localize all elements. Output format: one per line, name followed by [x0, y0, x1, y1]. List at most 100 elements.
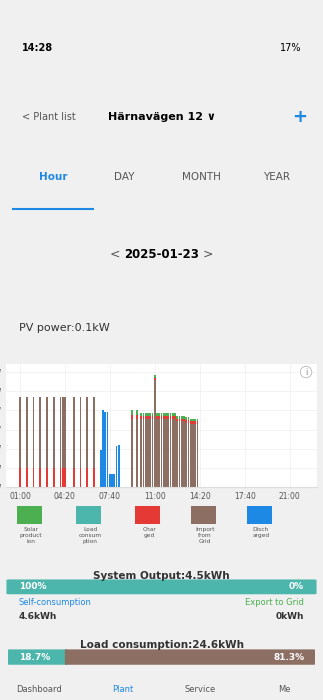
Bar — [131, 414, 133, 419]
Bar — [100, 450, 102, 487]
Text: System Output:4.5kWh: System Output:4.5kWh — [93, 571, 230, 581]
FancyBboxPatch shape — [8, 650, 68, 665]
Bar — [102, 410, 104, 487]
Bar — [179, 421, 180, 487]
Text: Plant: Plant — [112, 685, 133, 694]
Text: < Plant list: < Plant list — [22, 112, 76, 122]
Bar — [174, 416, 176, 419]
Bar — [53, 397, 55, 468]
Bar — [113, 474, 115, 487]
Bar — [163, 416, 165, 419]
Text: 18.7%: 18.7% — [19, 652, 50, 662]
Bar — [194, 424, 196, 487]
Bar — [165, 413, 167, 416]
Bar — [111, 474, 113, 487]
Bar — [156, 413, 158, 416]
Text: +: + — [292, 108, 307, 126]
Bar — [194, 421, 196, 424]
Bar — [141, 419, 142, 487]
Bar — [93, 397, 95, 468]
Bar — [197, 421, 198, 424]
Bar — [194, 419, 196, 421]
FancyBboxPatch shape — [17, 507, 42, 524]
Bar — [192, 421, 194, 424]
Bar — [80, 397, 81, 468]
Bar — [161, 419, 162, 487]
Bar — [197, 419, 198, 421]
Bar — [165, 416, 167, 419]
Bar — [161, 413, 162, 416]
Bar — [73, 397, 75, 468]
Bar — [188, 417, 189, 420]
FancyBboxPatch shape — [76, 507, 101, 524]
Text: 4.6kWh: 4.6kWh — [19, 612, 57, 622]
Bar — [176, 416, 178, 419]
Bar — [151, 413, 153, 416]
Bar — [161, 416, 162, 419]
Text: 17%: 17% — [279, 43, 301, 53]
Bar — [143, 413, 144, 416]
Bar — [26, 397, 27, 468]
Bar — [59, 468, 61, 487]
Text: 81.3%: 81.3% — [273, 652, 304, 662]
Text: 0%: 0% — [289, 582, 304, 592]
FancyBboxPatch shape — [135, 507, 160, 524]
Bar — [33, 397, 34, 468]
Bar — [170, 419, 172, 487]
Bar — [185, 417, 187, 420]
Text: Dashboard: Dashboard — [16, 685, 62, 694]
Text: MONTH: MONTH — [182, 172, 221, 182]
Bar — [163, 419, 165, 487]
Text: <: < — [110, 248, 120, 260]
Bar — [151, 419, 153, 487]
Text: >: > — [203, 248, 213, 260]
Bar — [197, 424, 198, 487]
Bar — [167, 416, 169, 419]
Bar — [109, 474, 111, 487]
Text: Export to Grid: Export to Grid — [245, 598, 304, 607]
Text: 14:28: 14:28 — [22, 43, 53, 53]
Bar — [39, 397, 41, 468]
Bar — [156, 419, 158, 487]
Text: Load
consum
ption: Load consum ption — [78, 527, 102, 544]
Bar — [176, 421, 178, 487]
Bar — [87, 468, 88, 487]
Text: PV power:0.1kW: PV power:0.1kW — [19, 323, 109, 333]
Bar — [150, 419, 151, 487]
Bar — [19, 468, 21, 487]
Bar — [145, 413, 147, 416]
Text: Load consumption:24.6kWh: Load consumption:24.6kWh — [79, 640, 244, 650]
FancyBboxPatch shape — [6, 580, 317, 594]
Bar — [174, 419, 176, 487]
Bar — [158, 419, 160, 487]
Bar — [136, 414, 138, 419]
Bar — [118, 444, 120, 487]
Bar — [141, 413, 142, 416]
Bar — [145, 416, 147, 419]
Bar — [107, 412, 109, 487]
Bar — [136, 419, 138, 487]
Bar — [183, 419, 185, 421]
Bar — [64, 468, 66, 487]
Bar — [172, 413, 173, 416]
Bar — [131, 419, 133, 487]
Bar — [179, 419, 180, 421]
Bar — [172, 419, 173, 487]
Bar — [64, 397, 66, 468]
Bar — [116, 446, 118, 487]
Bar — [163, 413, 165, 416]
Bar — [167, 419, 169, 487]
Bar — [176, 419, 178, 421]
Bar — [19, 397, 21, 468]
Bar — [59, 397, 61, 468]
Bar — [62, 468, 64, 487]
Bar — [62, 397, 64, 468]
Bar — [190, 424, 192, 487]
Bar — [185, 420, 187, 423]
Bar — [185, 423, 187, 487]
Bar — [73, 468, 75, 487]
Bar — [170, 413, 172, 416]
Bar — [151, 416, 153, 419]
Text: Service: Service — [185, 685, 216, 694]
Bar — [156, 416, 158, 419]
